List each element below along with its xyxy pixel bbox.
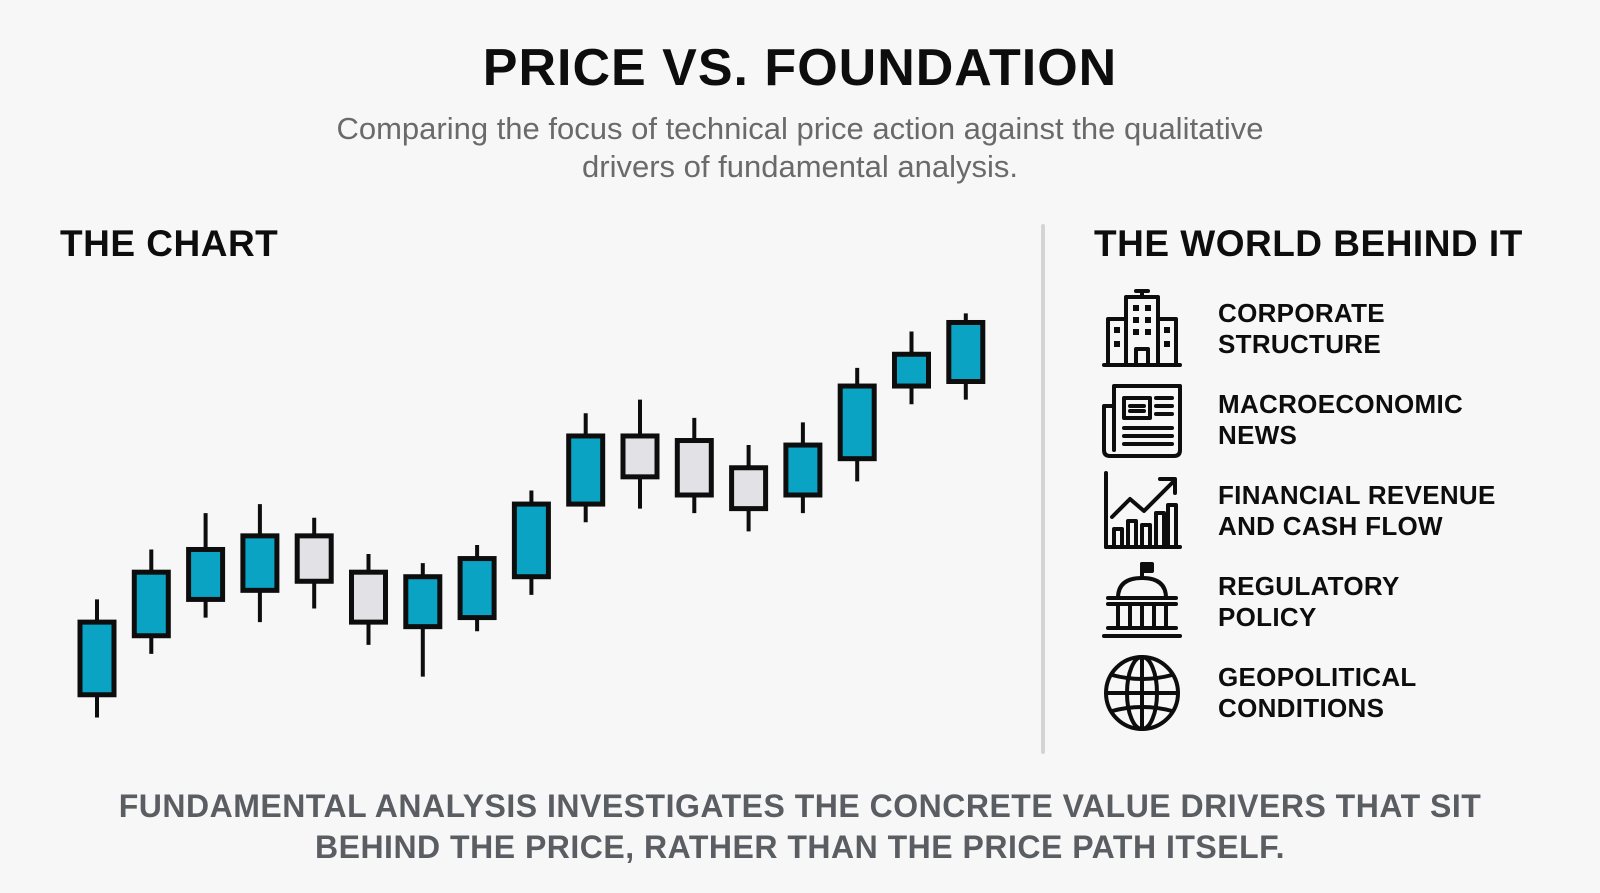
bullish-candle-body bbox=[186, 546, 226, 602]
driver-label: CORPORATE STRUCTURE bbox=[1218, 298, 1385, 359]
candle bbox=[349, 554, 388, 645]
candle bbox=[457, 544, 497, 632]
page-subtitle: Comparing the focus of technical price a… bbox=[336, 111, 1264, 184]
bullish-candle-body bbox=[457, 556, 497, 621]
summary-footer: FUNDAMENTAL ANALYSIS INVESTIGATES THE CO… bbox=[118, 788, 1482, 865]
candle bbox=[403, 563, 443, 677]
candle bbox=[837, 367, 877, 482]
page-title: PRICE VS. FOUNDATION bbox=[482, 39, 1118, 97]
candle bbox=[729, 445, 769, 532]
bearish-candle-body bbox=[294, 533, 334, 584]
candle bbox=[294, 517, 334, 609]
bearish-candle-body bbox=[620, 433, 660, 480]
driver-macroeconomic-news: MACROECONOMIC NEWS bbox=[1100, 377, 1580, 463]
bearish-candle-body bbox=[729, 465, 769, 512]
bullish-candle-body bbox=[783, 442, 823, 498]
driver-financial-revenue: FINANCIAL REVENUE AND CASH FLOW bbox=[1100, 468, 1580, 554]
driver-label: MACROECONOMIC NEWS bbox=[1218, 389, 1464, 450]
bullish-candle-body bbox=[837, 383, 877, 462]
candle bbox=[620, 399, 660, 509]
candle bbox=[783, 422, 823, 514]
driver-label: FINANCIAL REVENUE AND CASH FLOW bbox=[1218, 480, 1496, 541]
globe-icon bbox=[1100, 651, 1184, 735]
bearish-candle-body bbox=[674, 438, 714, 498]
office-building-icon bbox=[1100, 287, 1184, 371]
growth-chart-icon bbox=[1100, 469, 1184, 553]
candle bbox=[186, 513, 226, 618]
newspaper-icon bbox=[1100, 378, 1184, 462]
driver-label: GEOPOLITICAL CONDITIONS bbox=[1218, 662, 1417, 723]
bullish-candle-body bbox=[566, 433, 606, 507]
candle bbox=[674, 417, 714, 514]
driver-corporate-structure: CORPORATE STRUCTURE bbox=[1100, 286, 1580, 372]
government-building-icon bbox=[1100, 560, 1184, 644]
bullish-candle-body bbox=[240, 533, 280, 593]
candle bbox=[566, 413, 606, 523]
bullish-candle-body bbox=[131, 569, 171, 639]
candle bbox=[240, 504, 280, 623]
candle bbox=[511, 490, 551, 595]
candle bbox=[946, 313, 986, 400]
bullish-candle-body bbox=[892, 351, 931, 389]
chart-section-heading: THE CHART bbox=[60, 223, 279, 264]
bullish-candle-body bbox=[946, 319, 986, 385]
section-divider bbox=[1041, 224, 1045, 754]
candle bbox=[892, 331, 931, 405]
driver-regulatory-policy: REGULATORY POLICY bbox=[1100, 559, 1580, 645]
bullish-candle-body bbox=[403, 574, 443, 630]
candle bbox=[131, 549, 171, 654]
world-section-heading: THE WORLD BEHIND IT bbox=[1094, 223, 1523, 264]
bearish-candle-body bbox=[349, 569, 388, 625]
candlestick-chart bbox=[77, 313, 986, 718]
driver-geopolitical-conditions: GEOPOLITICAL CONDITIONS bbox=[1100, 650, 1580, 736]
bullish-candle-body bbox=[77, 619, 117, 698]
driver-label: REGULATORY POLICY bbox=[1218, 571, 1400, 632]
candle bbox=[77, 599, 117, 718]
bullish-candle-body bbox=[511, 501, 551, 580]
